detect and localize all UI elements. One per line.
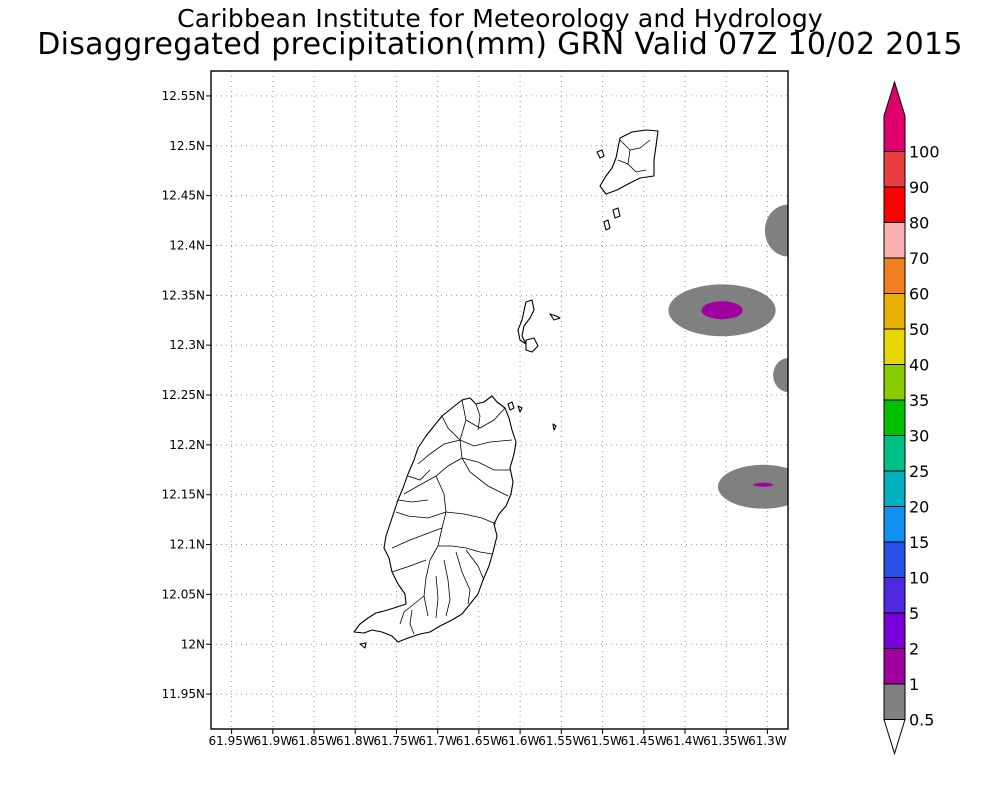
catchment-boundaries bbox=[391, 139, 651, 635]
petite-martinique bbox=[596, 149, 605, 159]
lon-tick-label: 61.45W bbox=[621, 734, 667, 748]
islet bbox=[603, 219, 611, 231]
colorbar-segment bbox=[883, 399, 906, 436]
graticule bbox=[211, 71, 788, 729]
islet bbox=[612, 207, 621, 219]
map-background bbox=[211, 71, 788, 729]
colorbar-segment bbox=[883, 683, 906, 720]
lon-tick-label: 61.7W bbox=[418, 734, 457, 748]
colorbar-label: 90 bbox=[909, 178, 929, 197]
precip-area bbox=[717, 464, 788, 509]
grenada-island bbox=[353, 395, 517, 643]
lon-tick-label: 61.85W bbox=[291, 734, 337, 748]
axis-labels: 12.55N 12.5N 12.45N 12.4N 12.35N 12.3N 12.25N 1… bbox=[162, 89, 787, 748]
lat-tick-label: 12.4N bbox=[169, 238, 205, 252]
lat-tick-label: 12N bbox=[181, 637, 205, 651]
colorbar-label: 35 bbox=[909, 391, 929, 410]
map-frame bbox=[210, 70, 789, 730]
lat-tick-label: 11.95N bbox=[162, 687, 205, 701]
title-line-2: Disaggregated precipitation(mm) GRN Vali… bbox=[37, 27, 963, 62]
lat-tick-label: 12.25N bbox=[162, 388, 205, 402]
colorbar-label: 30 bbox=[909, 427, 929, 446]
precip-area bbox=[764, 204, 788, 257]
colorbar-segment bbox=[883, 541, 906, 578]
lon-tick-label: 61.65W bbox=[456, 734, 502, 748]
islet bbox=[525, 337, 539, 353]
colorbar-label: 40 bbox=[909, 356, 929, 375]
carriacou-island bbox=[599, 129, 659, 195]
colorbar-segment bbox=[883, 435, 906, 472]
colorbar-label: 70 bbox=[909, 249, 929, 268]
colorbar-segment bbox=[883, 328, 906, 365]
colorbar-label: 5 bbox=[909, 604, 919, 623]
colorbar-label: 50 bbox=[909, 320, 929, 339]
lat-tick-label: 12.35N bbox=[162, 288, 205, 302]
colorbar-segment bbox=[883, 648, 906, 685]
colorbar-segment bbox=[883, 364, 906, 401]
colorbar-label: 100 bbox=[909, 143, 940, 162]
lon-tick-label: 61.8W bbox=[336, 734, 375, 748]
lon-tick-label: 61.6W bbox=[501, 734, 540, 748]
title-line-1: Caribbean Institute for Meteorology and … bbox=[177, 4, 823, 33]
islet bbox=[359, 642, 367, 649]
precip-area bbox=[773, 358, 788, 393]
colorbar-label: 20 bbox=[909, 498, 929, 517]
colorbar-label: 2 bbox=[909, 640, 919, 659]
lon-tick-label: 61.3W bbox=[748, 734, 787, 748]
lat-tick-label: 12.5N bbox=[169, 139, 205, 153]
lon-tick-label: 61.75W bbox=[373, 734, 419, 748]
islet bbox=[517, 405, 523, 413]
lat-tick-label: 12.45N bbox=[162, 189, 205, 203]
colorbar-label: 15 bbox=[909, 533, 929, 552]
colorbar-label: 80 bbox=[909, 214, 929, 233]
precip-area bbox=[701, 301, 743, 320]
colorbar-segment bbox=[883, 186, 906, 223]
colorbar-over-triangle bbox=[883, 80, 906, 152]
lon-tick-label: 61.95W bbox=[208, 734, 254, 748]
lat-tick-label: 12.3N bbox=[169, 338, 205, 352]
islet bbox=[552, 423, 557, 431]
colorbar-segment bbox=[883, 506, 906, 543]
lon-tick-label: 61.9W bbox=[254, 734, 293, 748]
precip-area bbox=[753, 482, 774, 487]
lat-tick-label: 12.1N bbox=[169, 538, 205, 552]
colorbar-segment bbox=[883, 612, 906, 649]
colorbar-segment bbox=[883, 577, 906, 614]
lat-tick-label: 12.15N bbox=[162, 488, 205, 502]
precipitation-areas bbox=[668, 204, 788, 509]
lon-tick-label: 61.4W bbox=[666, 734, 705, 748]
colorbar-segment bbox=[883, 257, 906, 294]
colorbar-label: 1 bbox=[909, 675, 919, 694]
lon-tick-label: 61.55W bbox=[538, 734, 584, 748]
islet bbox=[517, 299, 535, 345]
coastlines bbox=[353, 129, 659, 649]
colorbar-label: 10 bbox=[909, 569, 929, 588]
colorbar-label: 25 bbox=[909, 462, 929, 481]
lon-tick-label: 61.5W bbox=[583, 734, 622, 748]
colorbar-label: 0.5 bbox=[909, 711, 934, 730]
colorbar-segment bbox=[883, 222, 906, 259]
colorbar-under-triangle bbox=[883, 719, 906, 756]
colorbar-label: 60 bbox=[909, 285, 929, 304]
islet bbox=[507, 401, 515, 411]
colorbar-segment bbox=[883, 293, 906, 330]
colorbar-segment bbox=[883, 470, 906, 507]
lat-tick-label: 12.55N bbox=[162, 89, 205, 103]
colorbar-segment bbox=[883, 151, 906, 188]
islet bbox=[549, 313, 561, 321]
lon-tick-label: 61.35W bbox=[703, 734, 749, 748]
lat-tick-label: 12.2N bbox=[169, 438, 205, 452]
lat-tick-label: 12.05N bbox=[162, 587, 205, 601]
